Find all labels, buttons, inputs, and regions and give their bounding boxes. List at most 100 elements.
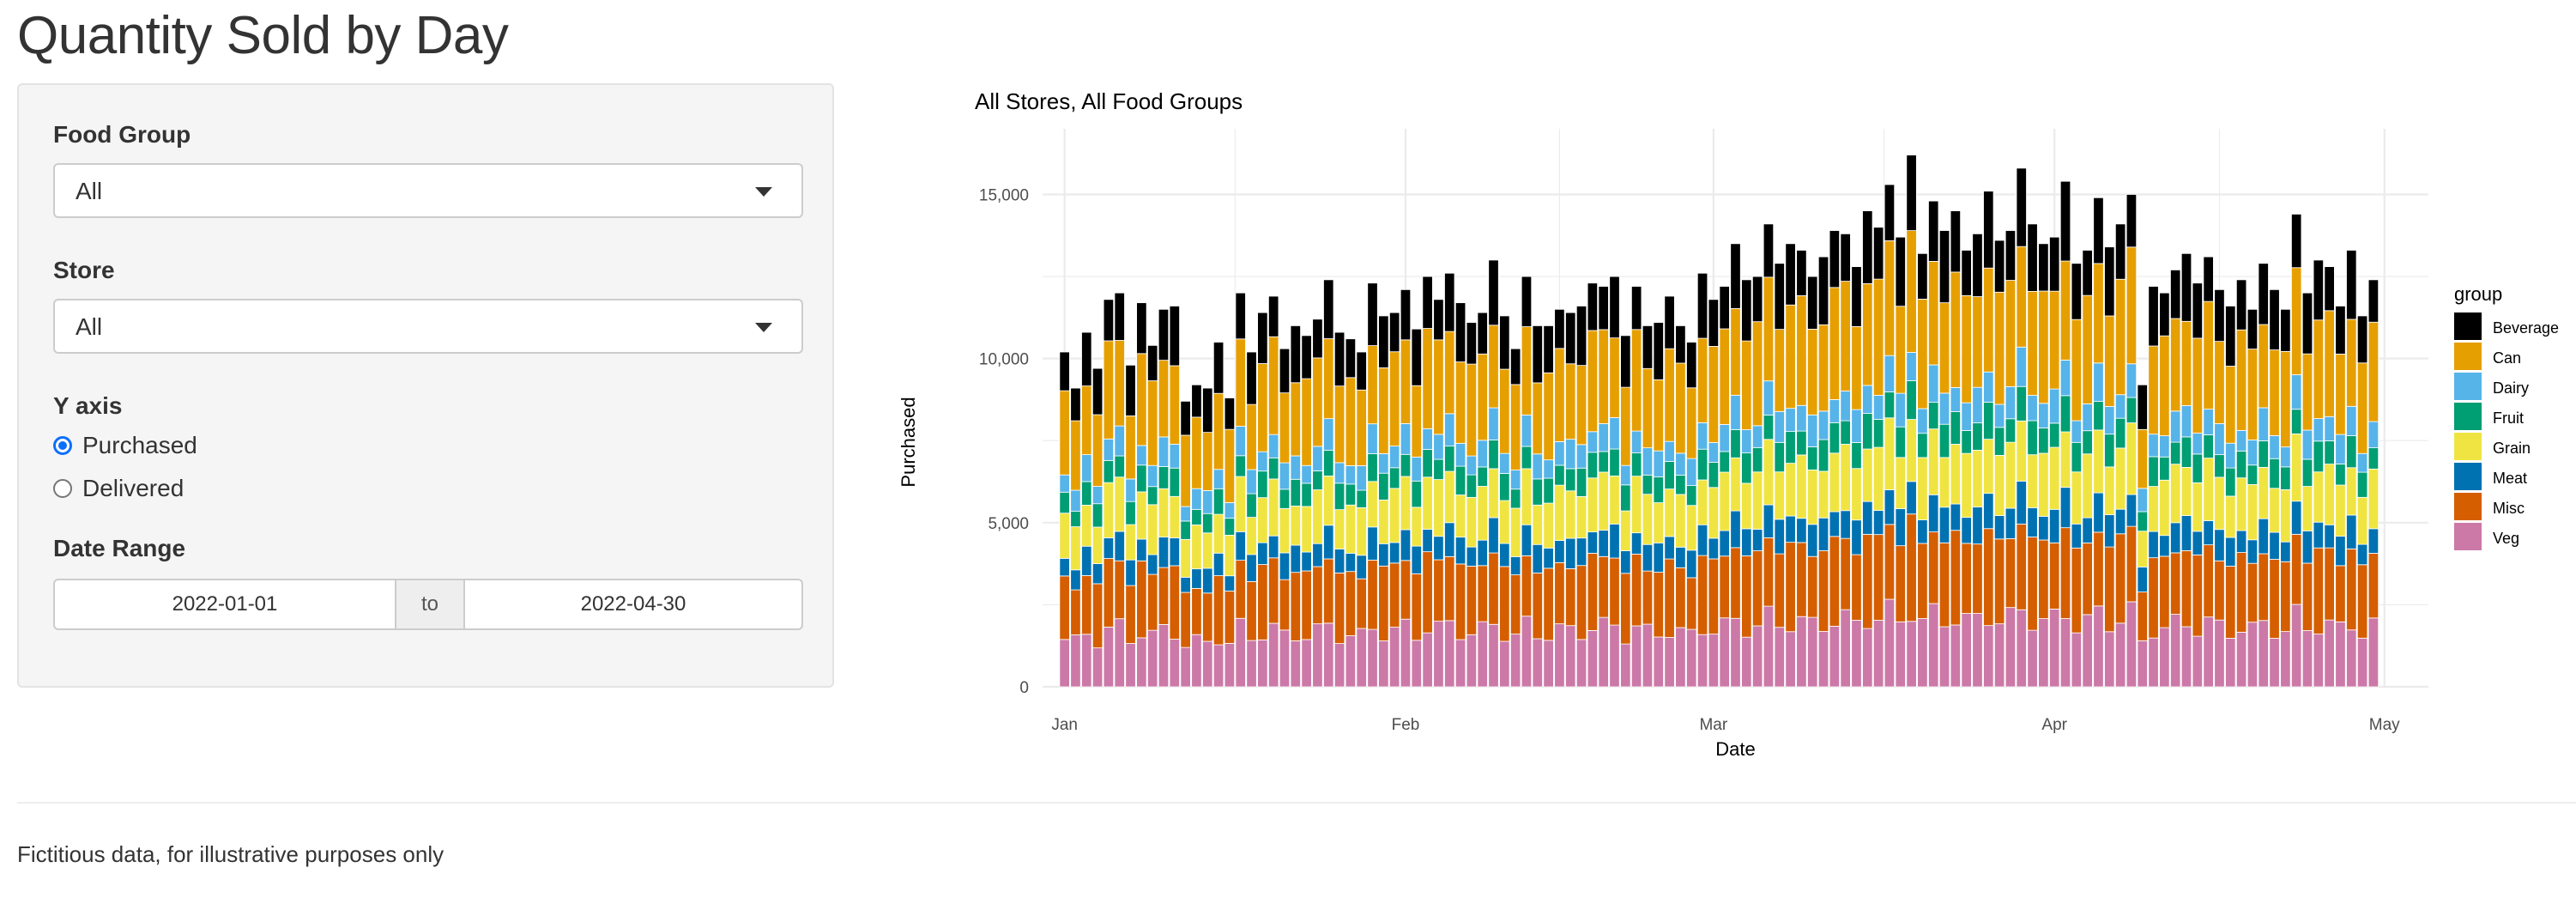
end-date-input[interactable]: 2022-04-30	[580, 592, 686, 616]
bar-segment-veg	[1267, 622, 1279, 688]
bar-segment-grain	[1081, 505, 1092, 547]
bar-segment-meat	[1708, 537, 1720, 560]
bar-segment-grain	[1884, 417, 1896, 490]
bar-segment-dairy	[1763, 380, 1775, 416]
bar-segment-misc	[1862, 533, 1873, 629]
bar-segment-meat	[1488, 517, 1499, 554]
legend-label-beverage: Beverage	[2493, 319, 2559, 337]
bar-segment-veg	[2016, 609, 2027, 688]
bar-segment-misc	[1356, 578, 1367, 629]
bar-segment-misc	[2148, 557, 2159, 639]
bar-segment-meat	[1993, 515, 2005, 540]
bar-segment-meat	[2225, 537, 2236, 567]
bar-segment-misc	[1169, 565, 1180, 640]
bar-segment-meat	[2235, 530, 2247, 553]
bar-segment-fruit	[1444, 446, 1455, 472]
radio-delivered[interactable]: Delivered	[53, 471, 184, 506]
bar-segment-veg	[1532, 638, 1543, 688]
bar-segment-veg	[2082, 614, 2093, 688]
bar-segment-grain	[2016, 420, 2027, 482]
bar-segment-veg	[1840, 609, 1851, 688]
bar-segment-meat	[1565, 537, 1576, 569]
bar-segment-dairy	[1587, 431, 1599, 453]
bar-segment-grain	[2005, 441, 2017, 509]
bar-segment-dairy	[2082, 403, 2093, 432]
bar-segment-can	[1345, 377, 1357, 466]
store-select[interactable]: All	[53, 299, 803, 354]
bar-segment-meat	[1180, 576, 1191, 593]
radio-checked-icon[interactable]	[53, 436, 72, 455]
food-group-select[interactable]: All	[53, 163, 803, 218]
bar-segment-misc	[2059, 527, 2071, 619]
bar-segment-veg	[1312, 623, 1323, 688]
bar-segment-grain	[2180, 467, 2192, 516]
y-tick-label: 15,000	[979, 186, 1029, 204]
bar-segment-can	[1565, 363, 1576, 440]
bar-segment-dairy	[1279, 462, 1291, 490]
bar-segment-misc	[1851, 554, 1862, 621]
bar-segment-dairy	[1267, 434, 1279, 458]
bar-segment-grain	[1444, 470, 1455, 524]
bar-segment-misc	[2027, 537, 2038, 631]
bar-segment-can	[1829, 287, 1841, 400]
bar-segment-meat	[1851, 519, 1862, 555]
radio-purchased[interactable]: Purchased	[53, 428, 197, 463]
bar-segment-beverage	[1532, 325, 1543, 384]
bar-segment-fruit	[1477, 466, 1488, 487]
bar-segment-meat	[1147, 554, 1158, 575]
bar-segment-veg	[1169, 639, 1180, 688]
bar-segment-veg	[2137, 640, 2148, 688]
radio-unchecked-icon[interactable]	[53, 479, 72, 498]
bar-segment-can	[2203, 300, 2214, 410]
bar-segment-grain	[1730, 457, 1741, 512]
bar-segment-can	[2291, 267, 2302, 375]
bar-segment-can	[1323, 338, 1334, 420]
bar-segment-misc	[2170, 552, 2181, 615]
bar-segment-dairy	[1323, 418, 1334, 451]
start-date-input[interactable]: 2022-01-01	[172, 592, 278, 616]
bar-segment-meat	[1785, 515, 1796, 543]
bar-segment-dairy	[1719, 424, 1730, 452]
bar-segment-dairy	[1972, 386, 1983, 424]
bar-segment-fruit	[1807, 446, 1818, 470]
bar-segment-meat	[1686, 549, 1697, 579]
bar-segment-meat	[1532, 543, 1543, 573]
bar-segment-grain	[1829, 452, 1841, 513]
bar-segment-fruit	[2367, 447, 2379, 470]
bar-segment-grain	[1696, 479, 1708, 525]
food-group-label: Food Group	[53, 121, 191, 148]
bar-segment-misc	[1279, 579, 1291, 631]
bar-segment-dairy	[1532, 453, 1543, 480]
bar-segment-fruit	[1091, 503, 1104, 528]
bar-segment-can	[2225, 366, 2236, 444]
bar-segment-beverage	[2059, 180, 2071, 262]
bar-segment-misc	[2104, 546, 2115, 633]
bar-segment-beverage	[1224, 397, 1236, 430]
bar-segment-misc	[1125, 585, 1136, 644]
bar-segment-dairy	[2280, 446, 2291, 468]
bar-segment-grain	[2059, 431, 2071, 488]
bar-segment-veg	[1642, 623, 1654, 688]
bar-segment-misc	[2126, 525, 2138, 603]
bar-segment-veg	[1191, 634, 1202, 688]
bar-segment-meat	[1301, 551, 1312, 572]
bar-segment-veg	[1763, 605, 1775, 688]
bar-segment-fruit	[2059, 395, 2071, 433]
bar-segment-grain	[1378, 499, 1389, 544]
bar-segment-beverage	[1817, 256, 1829, 325]
bar-segment-can	[1180, 434, 1191, 507]
bar-segment-dairy	[1091, 486, 1104, 505]
bar-segment-dairy	[1642, 447, 1654, 476]
bar-segment-dairy	[1136, 445, 1147, 466]
bar-segment-beverage	[1696, 272, 1708, 339]
bar-segment-meat	[2269, 531, 2280, 560]
bar-segment-misc	[2258, 553, 2269, 622]
bar-segment-misc	[1895, 545, 1906, 622]
bar-segment-fruit	[2214, 454, 2225, 478]
bar-segment-meat	[1961, 517, 1972, 544]
bar-segment-grain	[1630, 476, 1642, 534]
bar-segment-can	[2059, 260, 2071, 361]
bar-segment-veg	[1938, 626, 1950, 688]
bar-segment-grain	[1301, 506, 1312, 553]
bar-segment-veg	[1575, 639, 1587, 688]
